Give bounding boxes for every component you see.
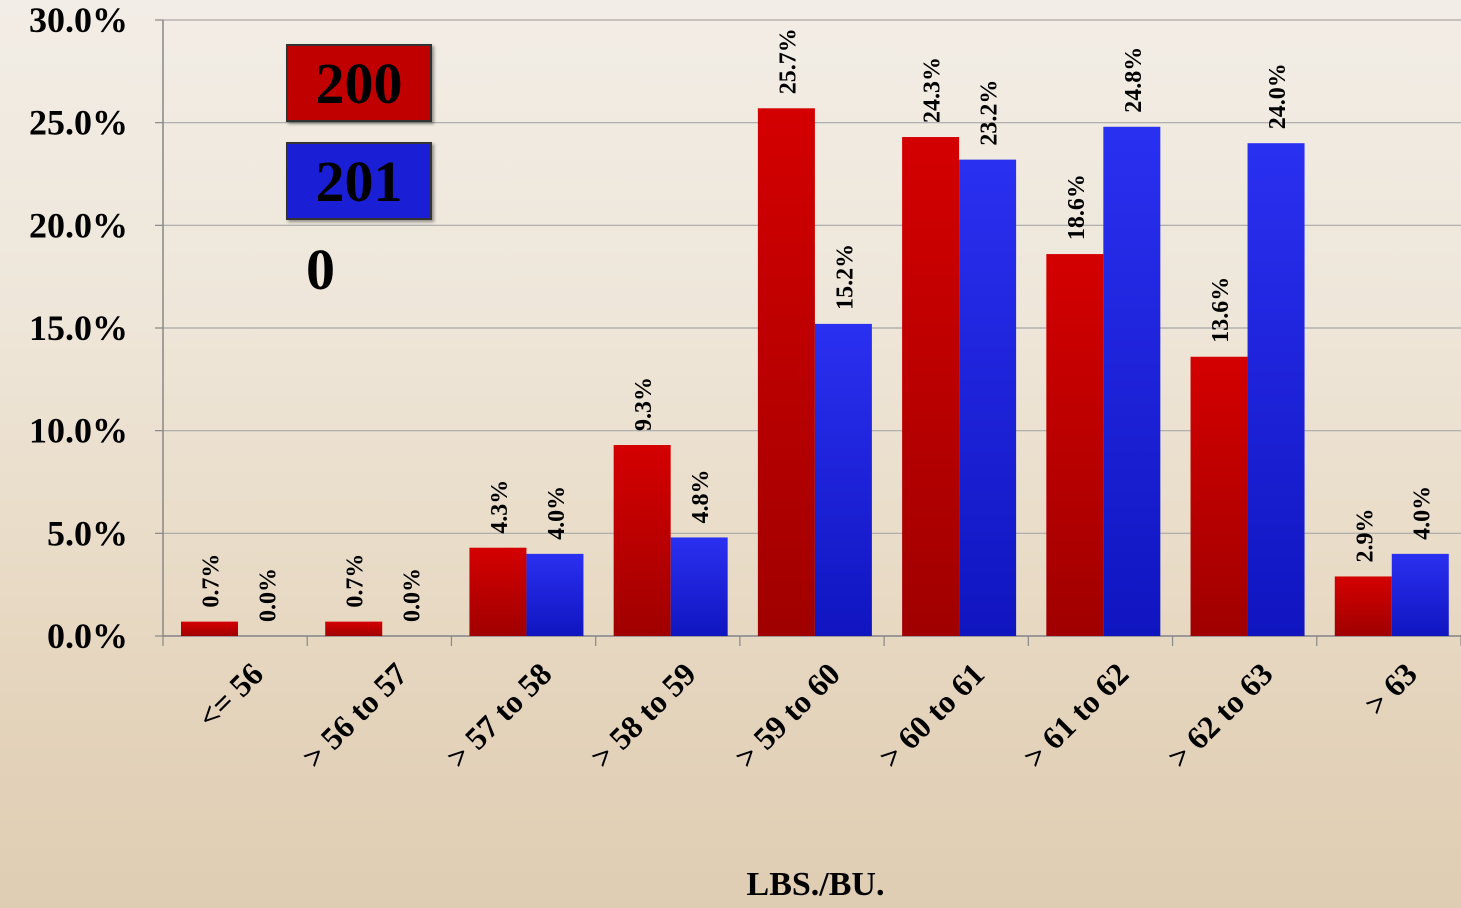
- data-label: 23.2%: [977, 80, 1003, 146]
- bar-series-201: [959, 159, 1017, 637]
- data-label: 24.8%: [1121, 47, 1147, 113]
- data-label: 25.7%: [775, 28, 801, 94]
- x-tick-label: > 63: [1357, 655, 1424, 722]
- x-tick-label: > 62 to 63: [1160, 655, 1279, 774]
- data-label: 15.2%: [832, 244, 858, 310]
- bar-series-200: [181, 621, 238, 636]
- data-label: 0.0%: [400, 568, 426, 622]
- bar-series-200: [1334, 576, 1392, 636]
- data-label: 4.8%: [688, 469, 714, 523]
- x-tick-label: > 58 to 59: [583, 655, 702, 774]
- y-tick-label: 20.0%: [29, 205, 128, 245]
- bar-series-200: [902, 137, 960, 637]
- data-label: 9.3%: [631, 377, 657, 431]
- data-label: 0.0%: [256, 568, 282, 622]
- data-label: 4.0%: [544, 486, 570, 540]
- y-tick-label: 15.0%: [29, 308, 128, 348]
- x-tick-label: > 61 to 62: [1016, 655, 1135, 774]
- bar-series-201: [814, 323, 872, 636]
- data-label: 4.0%: [1409, 486, 1435, 540]
- legend-label: 200: [315, 50, 403, 116]
- y-tick-label: 5.0%: [47, 513, 128, 553]
- data-label: 18.6%: [1064, 174, 1090, 240]
- legend-label: 201: [315, 148, 403, 214]
- bar-series-200: [469, 547, 527, 636]
- bar-series-200: [325, 621, 383, 636]
- x-tick-label: > 56 to 57: [295, 655, 414, 774]
- x-tick-label: <= 56: [191, 655, 271, 735]
- bar-series-200: [1190, 356, 1248, 636]
- x-tick-label: > 60 to 61: [872, 655, 991, 774]
- data-label: 0.7%: [199, 554, 225, 608]
- bar-series-201: [526, 553, 584, 636]
- y-tick-label: 0.0%: [47, 616, 128, 656]
- y-tick-label: 10.0%: [29, 411, 128, 451]
- bar-series-201: [1247, 143, 1305, 636]
- legend-item-series-201: 201: [286, 142, 432, 220]
- bar-series-200: [757, 108, 815, 636]
- bars: [181, 108, 1449, 637]
- legend-extra-text: 0: [306, 237, 335, 302]
- data-label: 4.3%: [487, 480, 513, 534]
- data-label: 24.0%: [1265, 63, 1291, 129]
- bar-series-201: [1391, 553, 1449, 636]
- y-tick-label: 25.0%: [29, 103, 128, 143]
- bar-series-201: [670, 537, 728, 636]
- x-axis-title: LBS./BU.: [746, 866, 885, 903]
- bar-series-200: [613, 445, 671, 636]
- x-tick-label: > 57 to 58: [439, 655, 558, 774]
- legend: 200 201: [286, 44, 436, 220]
- data-label: 13.6%: [1208, 277, 1234, 343]
- x-tick-label: > 59 to 60: [728, 655, 847, 774]
- data-label: 24.3%: [920, 57, 946, 123]
- bar-series-201: [1103, 126, 1161, 637]
- legend-item-series-200: 200: [286, 44, 432, 122]
- data-label: 0.7%: [343, 554, 369, 608]
- data-labels: 0.7% 0.7% 4.3% 9.3% 25.7% 24.3% 18.6% 13.6% 2.9%…: [199, 28, 1436, 622]
- data-label: 2.9%: [1352, 508, 1378, 562]
- y-tick-label: 30.0%: [29, 0, 128, 40]
- bar-series-200: [1046, 254, 1104, 636]
